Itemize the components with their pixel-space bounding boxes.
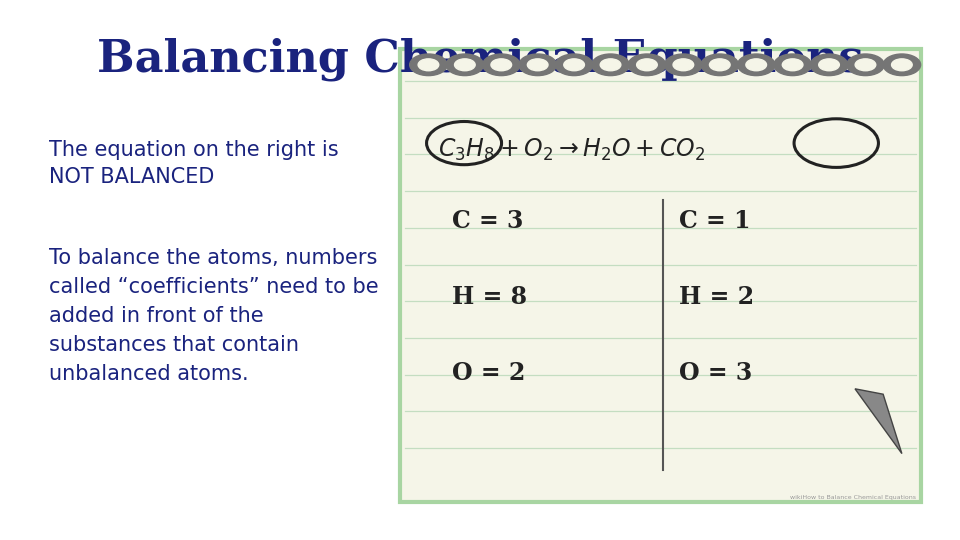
Text: O = 2: O = 2 <box>452 361 525 384</box>
Circle shape <box>892 59 912 71</box>
Circle shape <box>664 54 702 76</box>
Circle shape <box>600 59 621 71</box>
Circle shape <box>454 59 475 71</box>
Circle shape <box>519 54 557 76</box>
Text: Balancing Chemical Equations: Balancing Chemical Equations <box>97 38 863 82</box>
Circle shape <box>419 59 439 71</box>
FancyBboxPatch shape <box>400 49 921 502</box>
Circle shape <box>673 59 694 71</box>
Text: C = 3: C = 3 <box>452 210 523 233</box>
Circle shape <box>628 54 665 76</box>
Circle shape <box>746 59 766 71</box>
Circle shape <box>774 54 811 76</box>
Text: C = 1: C = 1 <box>679 210 750 233</box>
Circle shape <box>446 54 484 76</box>
Circle shape <box>782 59 803 71</box>
Circle shape <box>636 59 658 71</box>
Polygon shape <box>855 389 901 454</box>
Text: H = 8: H = 8 <box>452 285 527 309</box>
Circle shape <box>883 54 921 76</box>
Circle shape <box>527 59 548 71</box>
Circle shape <box>810 54 848 76</box>
Text: $C_3H_8+O_2{\rightarrow}H_2O+CO_2$: $C_3H_8+O_2{\rightarrow}H_2O+CO_2$ <box>438 137 705 163</box>
Circle shape <box>483 54 520 76</box>
Text: To balance the atoms, numbers
called “coefficients” need to be
added in front of: To balance the atoms, numbers called “co… <box>49 248 378 383</box>
Circle shape <box>410 54 447 76</box>
Circle shape <box>709 59 731 71</box>
Text: The equation on the right is
NOT BALANCED: The equation on the right is NOT BALANCE… <box>49 140 338 187</box>
Text: wikiHow to Balance Chemical Equations: wikiHow to Balance Chemical Equations <box>790 495 916 500</box>
Circle shape <box>591 54 629 76</box>
Text: O = 3: O = 3 <box>679 361 752 384</box>
Circle shape <box>491 59 512 71</box>
Circle shape <box>564 59 585 71</box>
Circle shape <box>819 59 839 71</box>
Circle shape <box>556 54 593 76</box>
Text: H = 2: H = 2 <box>679 285 754 309</box>
Circle shape <box>701 54 738 76</box>
Circle shape <box>737 54 775 76</box>
Circle shape <box>855 59 876 71</box>
Circle shape <box>847 54 884 76</box>
